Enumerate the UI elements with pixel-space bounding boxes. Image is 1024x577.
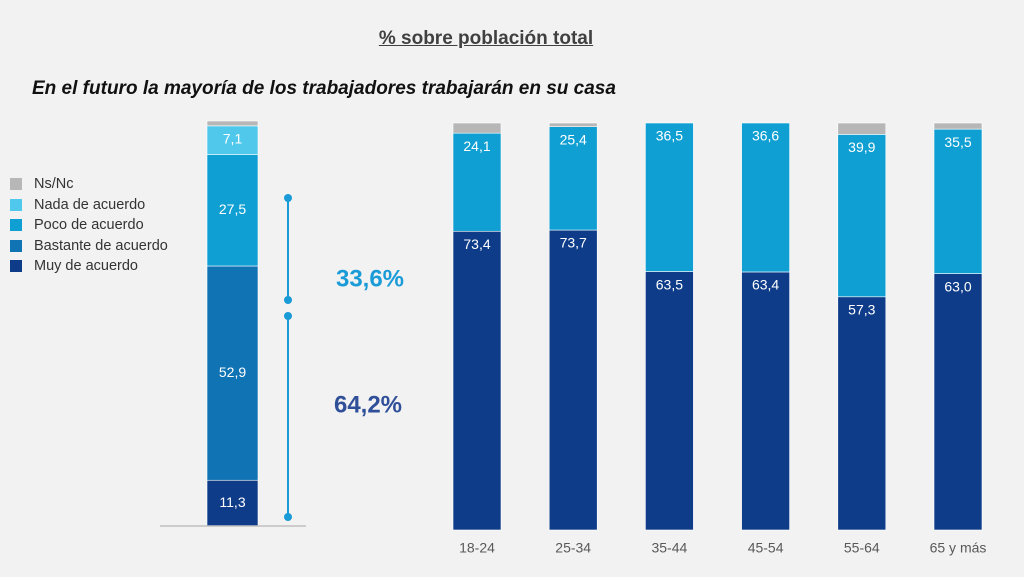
age-bar-label: 63,5 [656, 276, 683, 292]
disagree-bracket-dot [284, 194, 292, 202]
age-category-label: 65 y más [930, 540, 987, 556]
age-category-label: 55-64 [844, 540, 880, 556]
age-bar-label: 25,4 [560, 131, 587, 147]
age-bar-segment [933, 273, 983, 531]
age-bar-segment [645, 122, 694, 272]
age-bar-segment [741, 122, 790, 273]
age-bar-segment [837, 122, 887, 135]
legend-swatch [10, 178, 22, 191]
chart-question: En el futuro la mayoría de los trabajado… [32, 78, 616, 99]
legend-swatch [10, 260, 22, 273]
age-bar-segment [741, 271, 790, 531]
legend-label: Bastante de acuerdo [34, 237, 168, 254]
age-bar-segment [548, 122, 598, 127]
total-bar-segment [206, 120, 259, 127]
age-bar-segment [452, 132, 502, 232]
legend-swatch [10, 198, 22, 211]
age-bar-label: 63,0 [944, 278, 971, 294]
legend-label: Ns/Nc [34, 176, 74, 193]
disagree-percentage: 33,6% [336, 265, 404, 292]
legend-swatch [10, 219, 22, 232]
total-bar-segment [206, 125, 259, 155]
age-bar-label: 63,4 [752, 277, 779, 293]
legend-swatch [10, 239, 22, 252]
age-bar-label: 57,3 [848, 301, 875, 317]
age-category-label: 45-54 [748, 540, 784, 556]
age-bar-segment [548, 126, 598, 231]
total-bar-label: 52,9 [219, 364, 246, 380]
age-bar-segment [933, 122, 983, 130]
disagree-bracket-dot [284, 296, 292, 304]
age-bar-label: 24,1 [463, 138, 490, 154]
legend-label: Nada de acuerdo [34, 196, 146, 213]
age-bar-label: 73,4 [463, 236, 490, 252]
total-bar-segment [206, 479, 259, 527]
agree-percentage: 64,2% [334, 391, 402, 418]
age-bar-segment [548, 229, 598, 531]
total-bar-label: 11,3 [219, 494, 245, 510]
age-category-label: 35-44 [651, 540, 687, 556]
age-category-label: 18-24 [459, 540, 495, 556]
age-bar-segment [452, 122, 502, 134]
total-bar-label: 27,5 [219, 201, 246, 217]
legend-item: Nada de acuerdo [10, 195, 168, 216]
page-title: % sobre población total [378, 28, 594, 49]
age-bar-segment [837, 134, 887, 298]
age-bar-label: 35,5 [944, 134, 971, 150]
legend-label: Muy de acuerdo [34, 258, 138, 275]
age-bar-label: 36,6 [752, 128, 779, 144]
age-bar-label: 36,5 [656, 128, 683, 144]
total-bar-label: 7,1 [223, 131, 243, 147]
legend-label: Poco de acuerdo [34, 217, 144, 234]
agree-bracket-dot [284, 312, 292, 320]
legend-item: Muy de acuerdo [10, 256, 168, 277]
total-bar-segment [206, 265, 259, 481]
age-bar-segment [452, 230, 502, 531]
legend-item: Ns/Nc [10, 174, 168, 195]
legend-item: Poco de acuerdo [10, 215, 168, 236]
legend: Ns/Nc Nada de acuerdo Poco de acuerdo Basta… [10, 174, 168, 277]
age-bar-segment [645, 271, 694, 531]
total-bar-segment [206, 154, 259, 267]
age-bar-label: 73,7 [560, 235, 587, 251]
agree-bracket-dot [284, 513, 292, 521]
age-bar-segment [933, 128, 983, 274]
age-bar-segment [837, 296, 887, 531]
legend-item: Bastante de acuerdo [10, 236, 168, 257]
age-category-label: 25-34 [555, 540, 591, 556]
age-bar-label: 39,9 [848, 139, 875, 155]
